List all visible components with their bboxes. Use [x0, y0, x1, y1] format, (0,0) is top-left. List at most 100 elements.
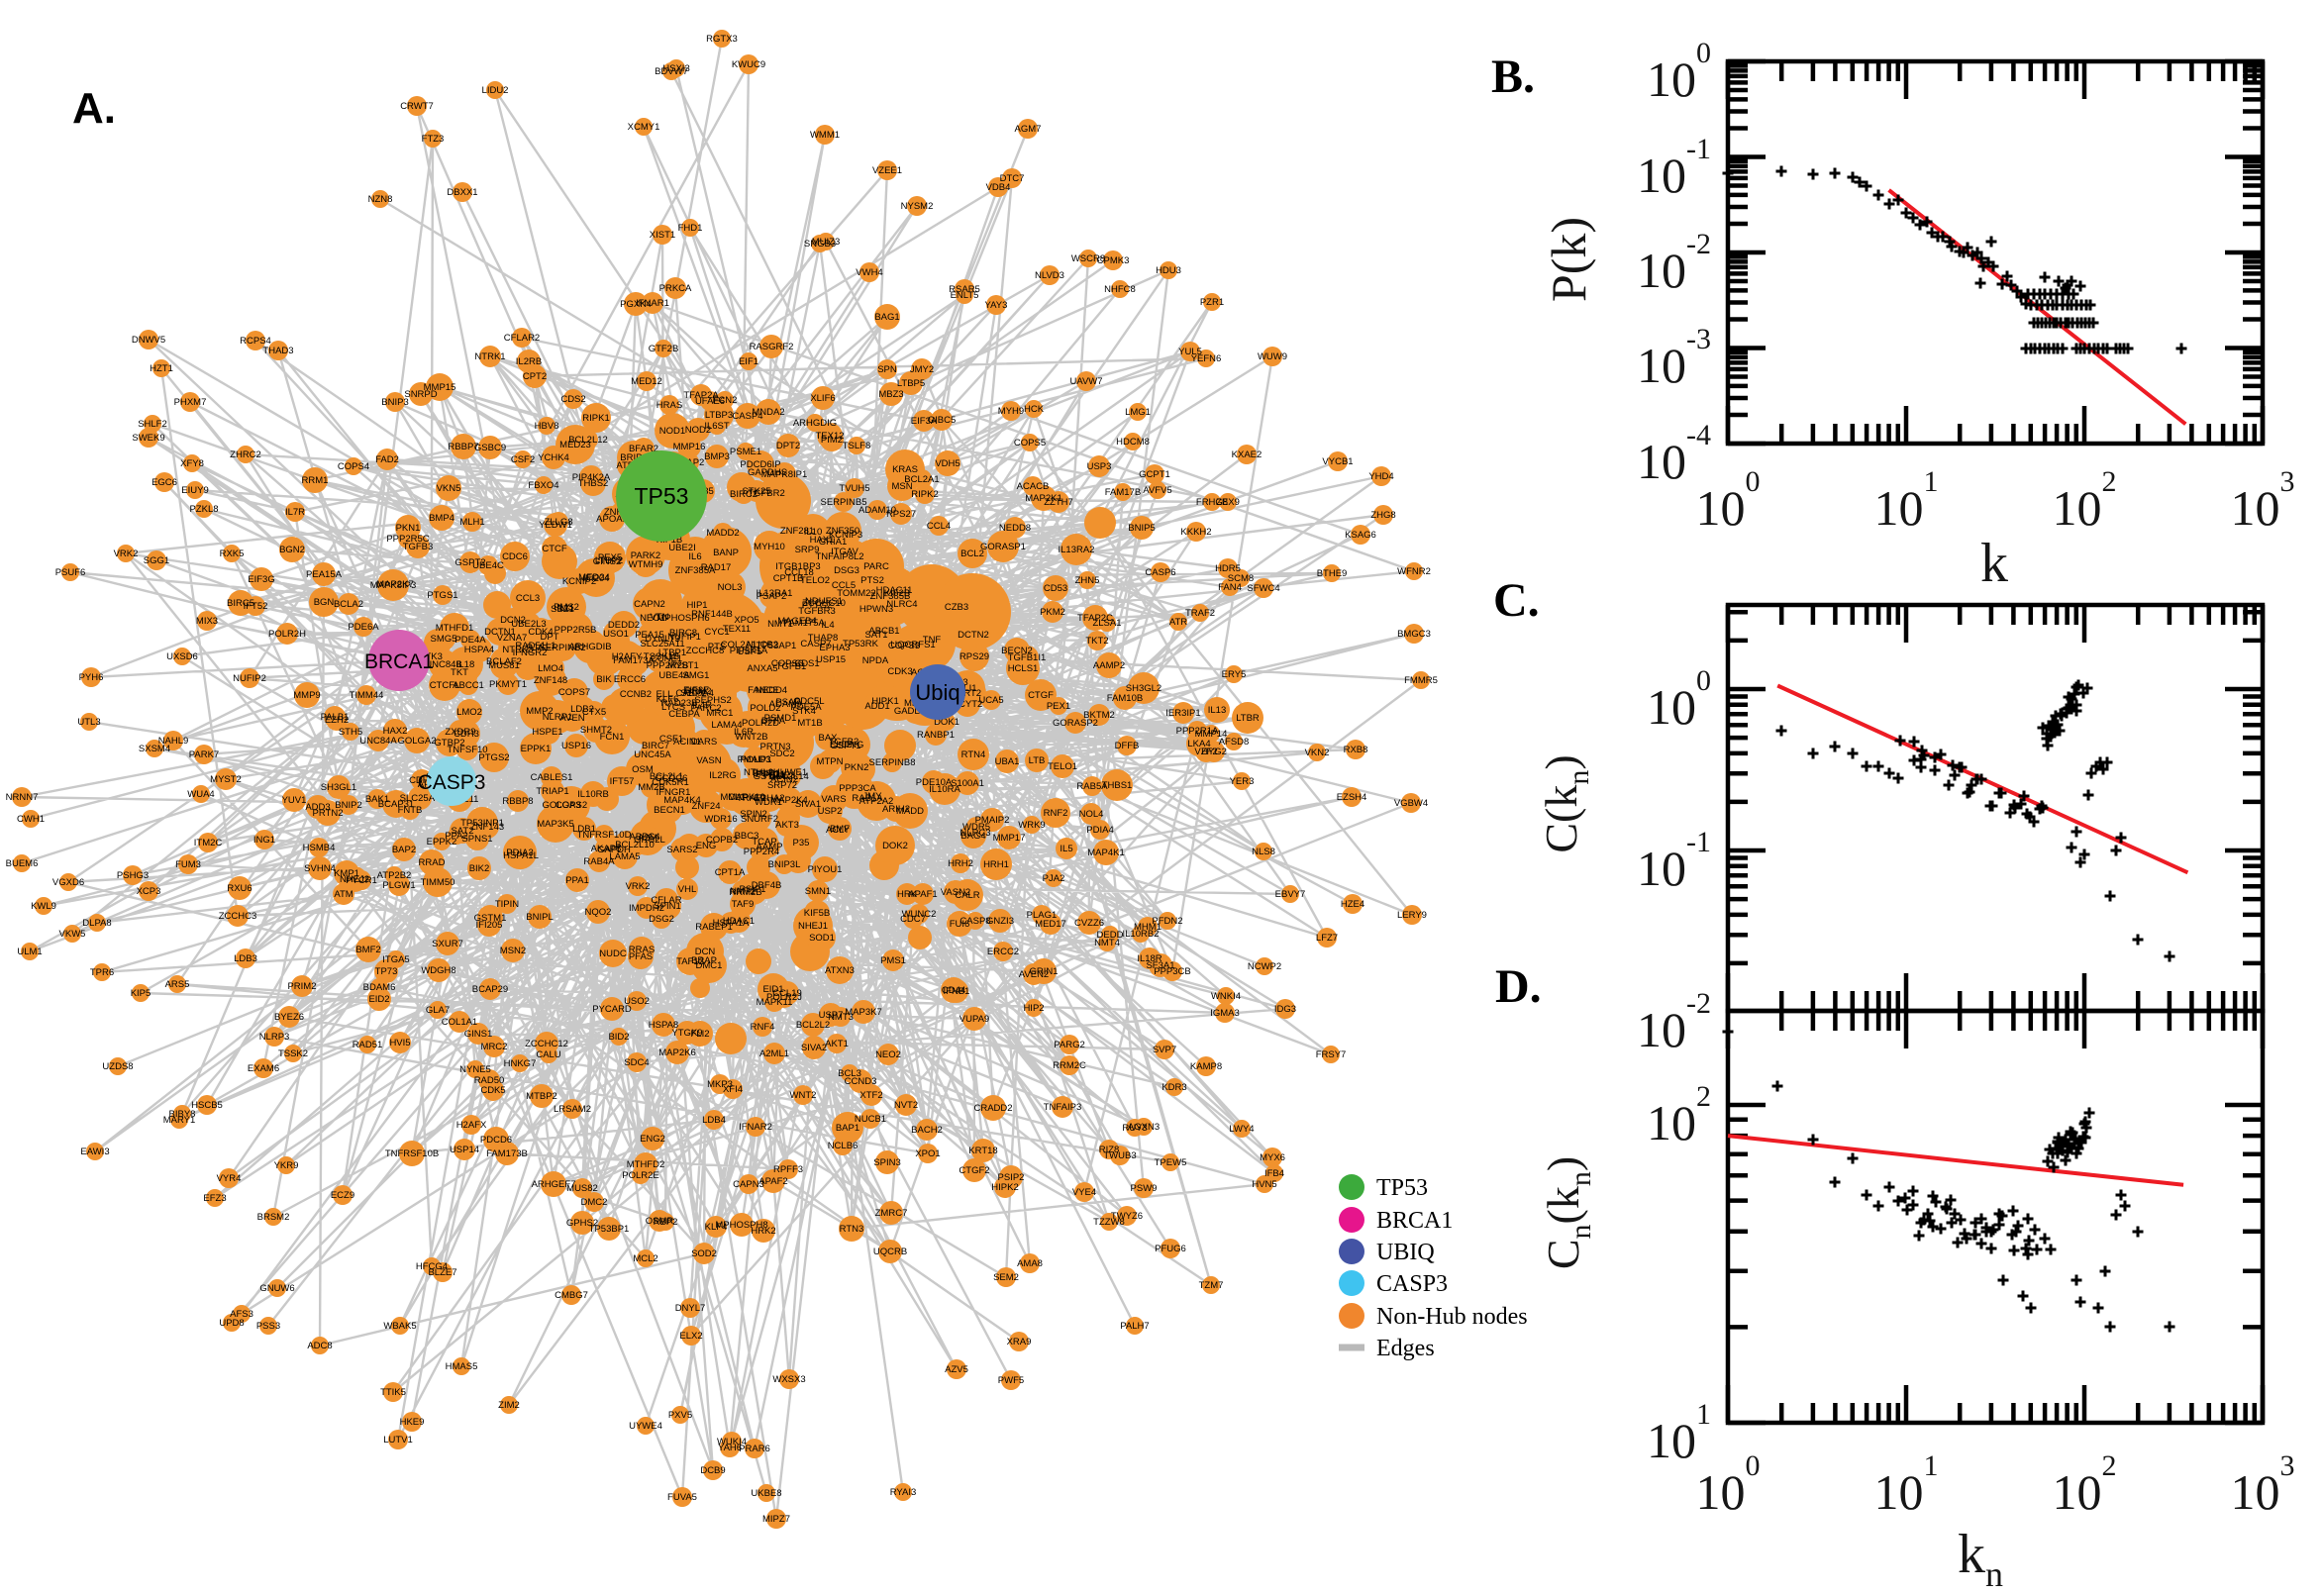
- svg-text:SGG1: SGG1: [144, 555, 169, 566]
- svg-text:PTS: PTS: [708, 642, 726, 652]
- svg-text:A2M: A2M: [638, 833, 657, 844]
- svg-text:FAM10B: FAM10B: [1107, 693, 1143, 704]
- svg-text:FBXO4: FBXO4: [528, 480, 558, 491]
- svg-text:COPB2: COPB2: [706, 835, 738, 846]
- svg-text:CDK5R1: CDK5R1: [652, 777, 689, 788]
- svg-text:ZLSA1: ZLSA1: [1092, 618, 1121, 629]
- svg-text:MKP3: MKP3: [707, 1079, 733, 1090]
- svg-text:BCL2L12: BCL2L12: [568, 435, 608, 446]
- svg-text:LERY9: LERY9: [1397, 910, 1427, 921]
- svg-text:NYNE5: NYNE5: [459, 1064, 491, 1075]
- svg-text:HDR5: HDR5: [1215, 563, 1241, 574]
- svg-text:XCP3: XCP3: [137, 886, 161, 897]
- svg-text:SLC25A11: SLC25A11: [640, 639, 684, 649]
- svg-text:USO1: USO1: [603, 629, 629, 640]
- svg-text:GTBP2: GTBP2: [434, 738, 464, 748]
- svg-text:RASGRF2: RASGRF2: [750, 342, 794, 352]
- svg-text:MMP2: MMP2: [526, 706, 553, 717]
- svg-text:NOL3: NOL3: [718, 582, 743, 593]
- svg-text:PSW9: PSW9: [1131, 1183, 1158, 1194]
- svg-text:XPO1: XPO1: [915, 1148, 940, 1159]
- svg-text:MTPN: MTPN: [817, 756, 844, 767]
- svg-text:KWUC9: KWUC9: [732, 59, 765, 70]
- svg-text:TIMM44: TIMM44: [350, 690, 384, 701]
- svg-text:BRCA1: BRCA1: [1376, 1208, 1453, 1234]
- svg-text:XIST1: XIST1: [650, 230, 675, 241]
- svg-text:EZH2: EZH2: [325, 715, 349, 726]
- svg-text:RPFF3: RPFF3: [773, 1164, 803, 1175]
- svg-text:PEX5: PEX5: [598, 552, 622, 563]
- svg-text:OSM: OSM: [632, 764, 654, 775]
- svg-text:CRWT7: CRWT7: [400, 101, 434, 112]
- svg-text:IER3IP1: IER3IP1: [1165, 708, 1200, 719]
- svg-text:DFFA: DFFA: [761, 716, 786, 727]
- svg-text:BDAM6: BDAM6: [363, 982, 396, 993]
- svg-text:VASN2: VASN2: [941, 887, 970, 898]
- svg-text:MSN: MSN: [891, 481, 912, 492]
- svg-text:POLR2J: POLR2J: [766, 992, 802, 1003]
- svg-text:SVHN4: SVHN4: [304, 863, 336, 874]
- svg-text:EPHA2: EPHA2: [754, 793, 784, 804]
- svg-text:BID2: BID2: [608, 1032, 629, 1043]
- svg-text:HCLS1: HCLS1: [1008, 663, 1039, 674]
- svg-text:XLIF6: XLIF6: [810, 393, 835, 404]
- svg-text:D.: D.: [1495, 960, 1542, 1013]
- svg-text:PARC: PARC: [863, 561, 889, 572]
- svg-text:BNIP2: BNIP2: [335, 800, 361, 811]
- svg-text:CPT1B: CPT1B: [773, 573, 804, 584]
- svg-text:VYE4: VYE4: [1072, 1187, 1096, 1198]
- svg-text:PDIA3: PDIA3: [506, 848, 533, 858]
- svg-text:VKN2: VKN2: [1305, 748, 1330, 758]
- svg-text:CCL5: CCL5: [832, 580, 856, 591]
- svg-text:SNURF2: SNURF2: [741, 814, 778, 825]
- svg-text:WBAK5: WBAK5: [383, 1321, 416, 1332]
- svg-text:JMY2: JMY2: [910, 364, 934, 375]
- svg-text:PKM2: PKM2: [1040, 607, 1065, 618]
- svg-text:NUCB1: NUCB1: [855, 1114, 886, 1125]
- svg-text:AFSD8: AFSD8: [1219, 737, 1250, 748]
- svg-text:ZCCHC8: ZCCHC8: [686, 646, 725, 656]
- svg-text:EIUY9: EIUY9: [181, 485, 208, 496]
- svg-text:PYCARD: PYCARD: [592, 1004, 632, 1015]
- svg-text:HSPA4: HSPA4: [464, 645, 494, 655]
- svg-text:DOK1: DOK1: [934, 717, 960, 728]
- svg-text:MPHOSPH8: MPHOSPH8: [715, 1220, 767, 1231]
- svg-text:CFLAR: CFLAR: [651, 895, 681, 906]
- svg-text:RUY3: RUY3: [1122, 1123, 1147, 1134]
- svg-text:SARS2: SARS2: [666, 845, 697, 855]
- svg-text:ACIN1: ACIN1: [673, 737, 701, 748]
- svg-text:POLR2E: POLR2E: [622, 1170, 659, 1181]
- svg-text:SLC25A4: SLC25A4: [400, 793, 441, 804]
- svg-text:ERY5: ERY5: [1222, 669, 1247, 680]
- svg-text:MAPK8IP3: MAPK8IP3: [370, 580, 416, 591]
- svg-text:CALR: CALR: [955, 890, 979, 901]
- svg-text:UBE2I: UBE2I: [668, 543, 695, 553]
- svg-text:POLD3: POLD3: [740, 754, 770, 765]
- svg-text:HCK: HCK: [1024, 404, 1045, 415]
- svg-text:TRAF2: TRAF2: [1185, 608, 1215, 619]
- svg-text:BLZE7: BLZE7: [428, 1267, 456, 1278]
- svg-text:GNZI3: GNZI3: [986, 916, 1014, 927]
- svg-text:USP14: USP14: [450, 1145, 479, 1155]
- svg-text:EBVY7: EBVY7: [1275, 889, 1306, 900]
- svg-text:PMAIP1: PMAIP1: [738, 754, 772, 765]
- svg-text:HAX2: HAX2: [383, 726, 408, 737]
- svg-text:GIBC5: GIBC5: [928, 415, 957, 426]
- svg-text:UAVW7: UAVW7: [1069, 376, 1102, 387]
- svg-text:BCAP29: BCAP29: [472, 984, 508, 995]
- svg-text:PTS2: PTS2: [860, 575, 884, 586]
- svg-text:HDU3: HDU3: [1156, 265, 1181, 276]
- svg-text:VZEE1: VZEE1: [872, 165, 902, 176]
- svg-text:PMS1: PMS1: [880, 955, 906, 966]
- svg-text:IL18R: IL18R: [1137, 953, 1162, 964]
- svg-text:ING1: ING1: [253, 835, 275, 846]
- svg-text:SERPINB2: SERPINB2: [540, 643, 586, 653]
- svg-text:ERCC6: ERCC6: [614, 674, 646, 685]
- svg-text:RNF2: RNF2: [1044, 808, 1068, 819]
- svg-text:BNIPL: BNIPL: [526, 912, 553, 923]
- svg-text:PJA2: PJA2: [1043, 873, 1065, 884]
- svg-text:ZHG8: ZHG8: [1370, 510, 1395, 521]
- svg-text:GOLGA2: GOLGA2: [397, 736, 436, 747]
- svg-text:ULM1: ULM1: [17, 947, 42, 957]
- svg-text:HVI5: HVI5: [389, 1038, 410, 1048]
